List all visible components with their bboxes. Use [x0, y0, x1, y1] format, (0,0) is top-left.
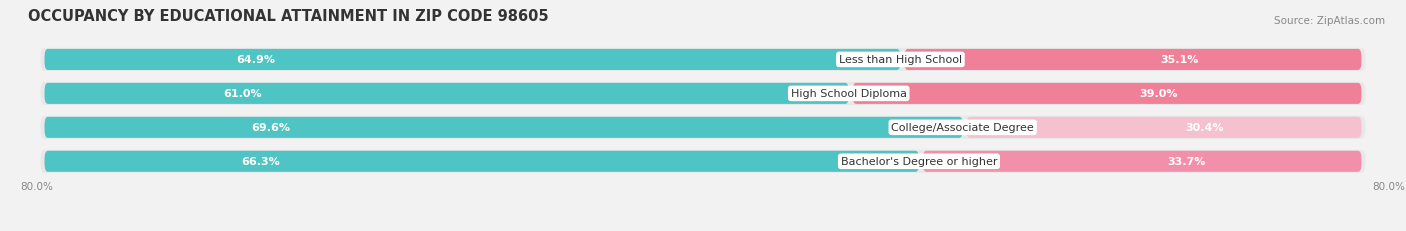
FancyBboxPatch shape — [852, 83, 1361, 104]
FancyBboxPatch shape — [967, 117, 1361, 138]
FancyBboxPatch shape — [45, 83, 849, 104]
Text: 69.6%: 69.6% — [252, 123, 291, 133]
FancyBboxPatch shape — [41, 82, 1365, 106]
Text: 80.0%: 80.0% — [21, 181, 53, 191]
Text: 64.9%: 64.9% — [236, 55, 276, 65]
Text: 61.0%: 61.0% — [224, 89, 262, 99]
Text: Less than High School: Less than High School — [839, 55, 962, 65]
Legend: Owner-occupied, Renter-occupied: Owner-occupied, Renter-occupied — [588, 228, 818, 231]
Text: 39.0%: 39.0% — [1139, 89, 1178, 99]
FancyBboxPatch shape — [45, 50, 900, 71]
Text: Bachelor's Degree or higher: Bachelor's Degree or higher — [841, 157, 997, 167]
FancyBboxPatch shape — [45, 117, 963, 138]
Text: 30.4%: 30.4% — [1185, 123, 1223, 133]
FancyBboxPatch shape — [904, 50, 1361, 71]
Text: College/Associate Degree: College/Associate Degree — [891, 123, 1033, 133]
FancyBboxPatch shape — [922, 151, 1361, 172]
Text: Source: ZipAtlas.com: Source: ZipAtlas.com — [1274, 16, 1385, 26]
FancyBboxPatch shape — [41, 150, 1365, 173]
Text: 66.3%: 66.3% — [240, 157, 280, 167]
Text: 80.0%: 80.0% — [1372, 181, 1405, 191]
Text: 35.1%: 35.1% — [1160, 55, 1199, 65]
Text: OCCUPANCY BY EDUCATIONAL ATTAINMENT IN ZIP CODE 98605: OCCUPANCY BY EDUCATIONAL ATTAINMENT IN Z… — [28, 9, 548, 24]
Text: 33.7%: 33.7% — [1167, 157, 1206, 167]
FancyBboxPatch shape — [41, 116, 1365, 139]
Text: High School Diploma: High School Diploma — [790, 89, 907, 99]
FancyBboxPatch shape — [45, 151, 920, 172]
FancyBboxPatch shape — [41, 49, 1365, 72]
